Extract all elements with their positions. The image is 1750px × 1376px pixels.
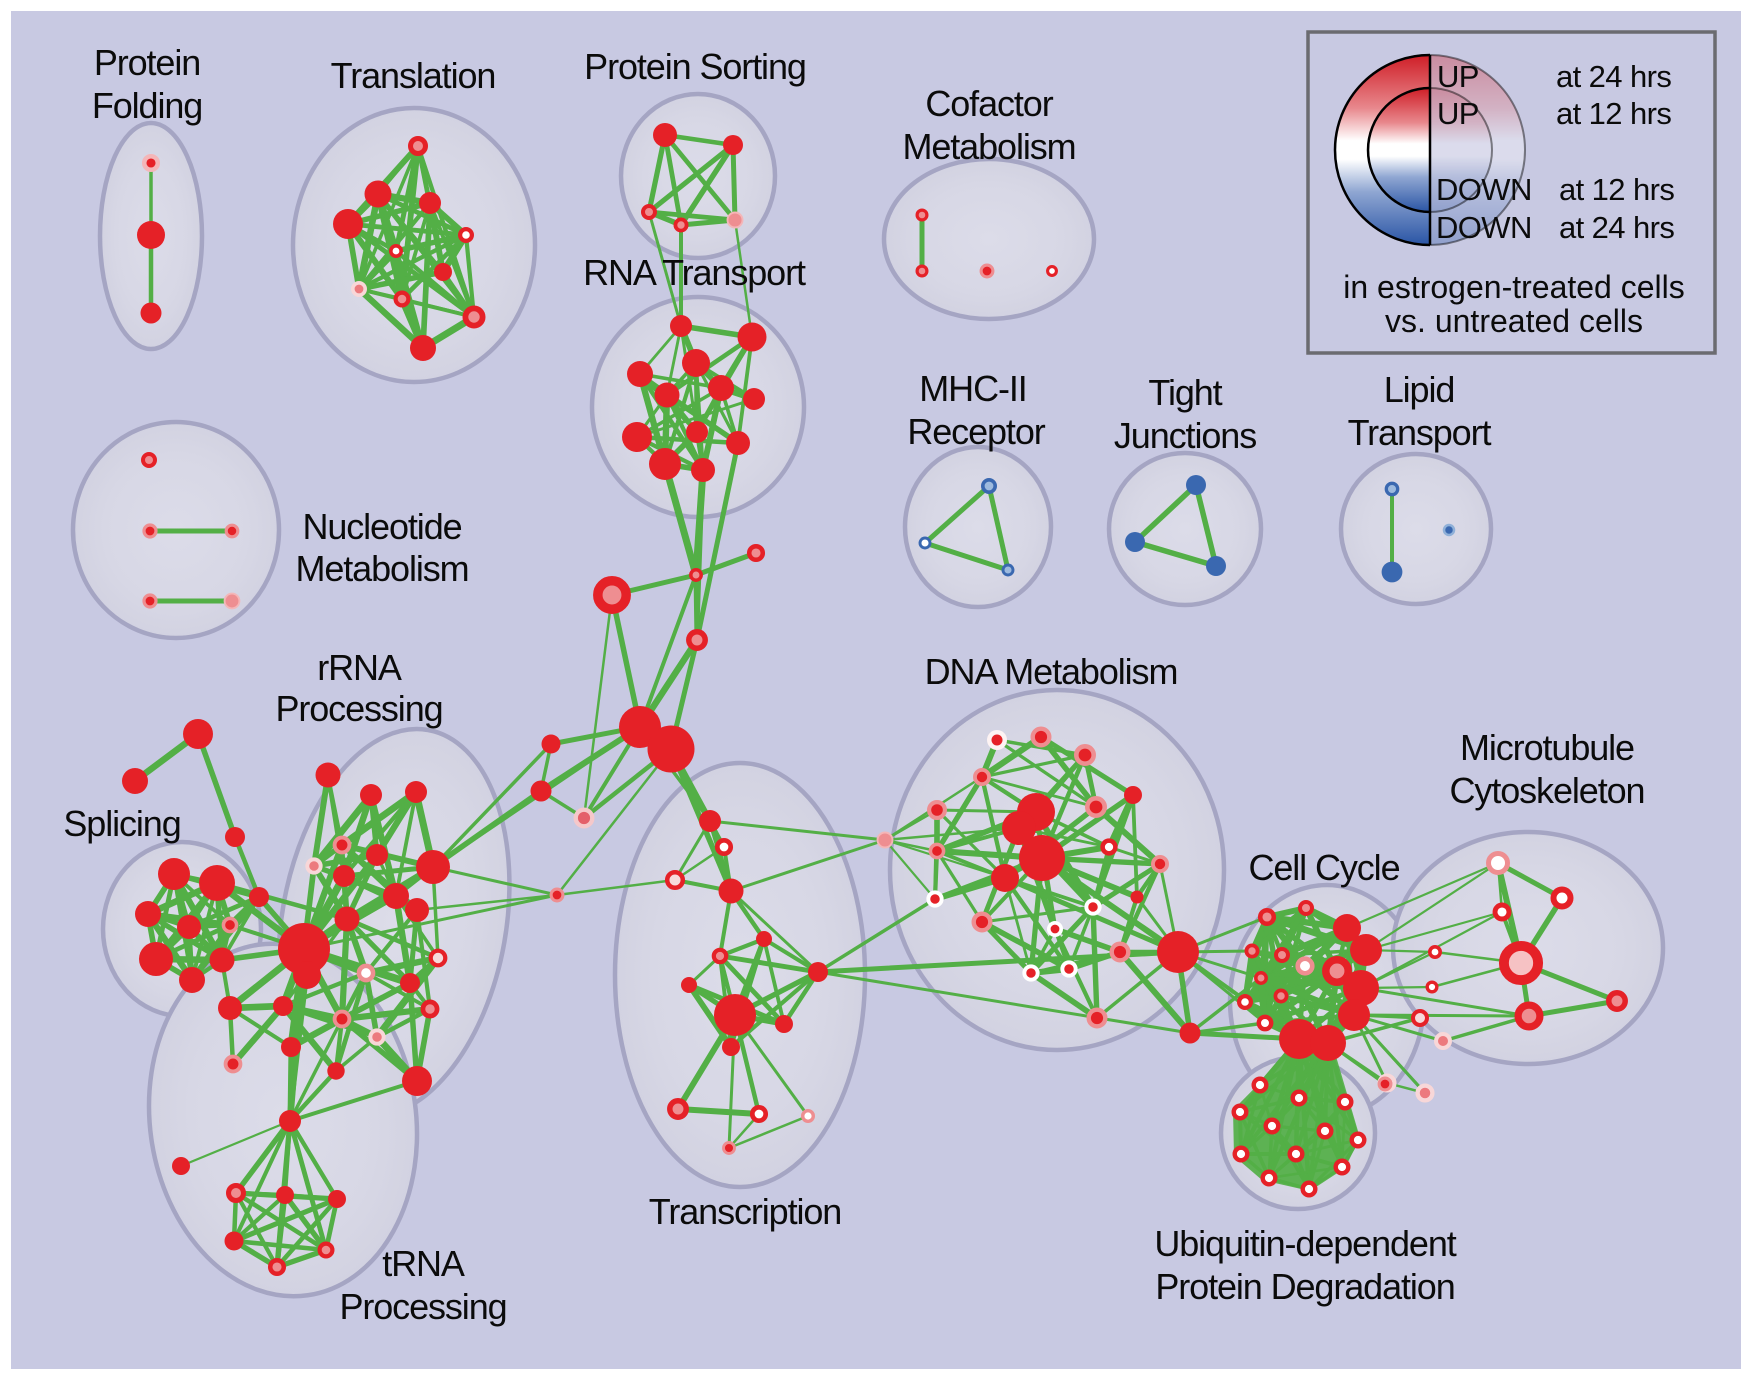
svg-text:Folding: Folding: [92, 85, 202, 126]
svg-text:Tight: Tight: [1148, 372, 1222, 413]
svg-text:RNA Transport: RNA Transport: [583, 252, 806, 293]
svg-text:Transport: Transport: [1348, 412, 1492, 453]
svg-text:Receptor: Receptor: [907, 411, 1045, 452]
svg-text:UP: UP: [1437, 59, 1479, 94]
svg-text:at 24 hrs: at 24 hrs: [1556, 59, 1671, 94]
svg-text:Protein: Protein: [94, 42, 200, 83]
svg-text:MHC-II: MHC-II: [919, 368, 1026, 409]
svg-text:at 24 hrs: at 24 hrs: [1559, 210, 1674, 245]
svg-text:Microtubule: Microtubule: [1460, 727, 1634, 768]
svg-text:at 12 hrs: at 12 hrs: [1559, 172, 1674, 207]
svg-text:in estrogen-treated cells: in estrogen-treated cells: [1343, 269, 1685, 305]
svg-text:vs. untreated cells: vs. untreated cells: [1385, 303, 1643, 339]
svg-text:Protein Degradation: Protein Degradation: [1155, 1266, 1454, 1307]
svg-text:Nucleotide: Nucleotide: [302, 506, 461, 547]
svg-text:DOWN: DOWN: [1436, 210, 1532, 245]
svg-text:Lipid: Lipid: [1384, 369, 1455, 410]
svg-text:DNA Metabolism: DNA Metabolism: [925, 651, 1178, 692]
svg-text:at 12 hrs: at 12 hrs: [1556, 96, 1671, 131]
svg-text:Cofactor: Cofactor: [925, 83, 1053, 124]
svg-text:Transcription: Transcription: [649, 1191, 841, 1232]
svg-text:rRNA: rRNA: [317, 647, 402, 688]
svg-text:Metabolism: Metabolism: [295, 548, 468, 589]
svg-text:Protein Sorting: Protein Sorting: [584, 46, 806, 87]
svg-text:Cytoskeleton: Cytoskeleton: [1450, 770, 1645, 811]
svg-text:Translation: Translation: [331, 55, 496, 96]
svg-text:Junctions: Junctions: [1114, 415, 1256, 456]
svg-text:Ubiquitin-dependent: Ubiquitin-dependent: [1154, 1223, 1456, 1264]
svg-text:Metabolism: Metabolism: [902, 126, 1075, 167]
svg-text:tRNA: tRNA: [382, 1243, 465, 1284]
svg-text:Cell Cycle: Cell Cycle: [1248, 847, 1399, 888]
svg-text:Processing: Processing: [339, 1286, 506, 1327]
svg-text:Splicing: Splicing: [63, 803, 180, 844]
svg-text:DOWN: DOWN: [1436, 172, 1532, 207]
svg-text:Processing: Processing: [275, 688, 442, 729]
svg-text:UP: UP: [1437, 96, 1479, 131]
